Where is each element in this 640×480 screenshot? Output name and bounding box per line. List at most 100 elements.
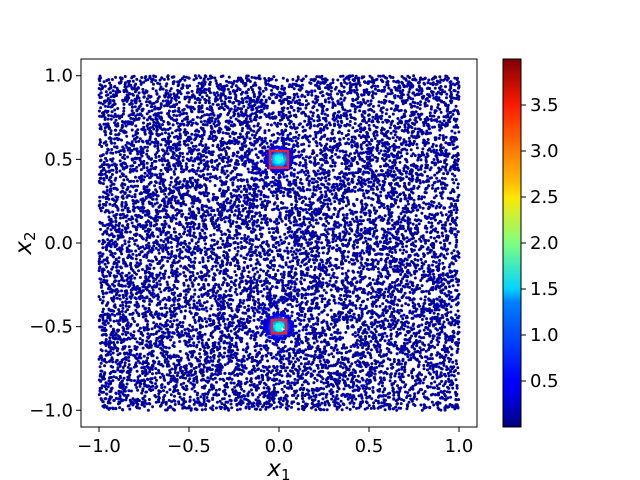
scatter-point [235,252,239,256]
scatter-point [396,277,400,281]
scatter-point [271,208,274,212]
scatter-point [229,285,233,289]
scatter-point [356,338,359,342]
scatter-point [393,264,397,268]
scatter-point [133,320,136,323]
scatter-point [395,330,399,334]
scatter-point [145,255,149,259]
scatter-point [357,313,361,317]
scatter-point [409,273,413,277]
scatter-point [334,257,338,261]
scatter-point [347,232,351,236]
scatter-point [370,397,374,401]
scatter-point [320,297,324,301]
scatter-point [172,170,176,174]
scatter-point [151,125,155,129]
scatter-point [121,306,125,310]
scatter-point [217,342,221,346]
scatter-point [327,343,331,346]
scatter-point [205,320,208,324]
scatter-point [160,313,164,317]
scatter-point [182,266,186,270]
scatter-point [247,390,251,394]
scatter-point [294,203,298,207]
scatter-point [353,155,357,159]
scatter-point [261,378,265,382]
scatter-point [386,207,390,211]
scatter-point [155,356,159,360]
scatter-point [404,333,408,337]
scatter-point [449,395,453,399]
scatter-point [142,159,146,163]
scatter-point [427,221,431,224]
scatter-point [110,173,114,176]
scatter-point [236,348,240,352]
scatter-point [424,326,428,329]
scatter-point [399,220,403,224]
scatter-point [145,152,149,156]
scatter-point [113,141,117,145]
scatter-point [106,301,110,305]
scatter-point [197,308,201,311]
scatter-point [109,114,113,118]
scatter-point [349,113,352,117]
scatter-point [330,268,334,272]
scatter-point [98,277,102,281]
scatter-point [354,98,358,102]
scatter-point [118,221,121,225]
scatter-point [136,359,140,363]
scatter-point [277,382,281,386]
scatter-point [316,366,320,370]
scatter-point [232,137,236,140]
scatter-point [218,175,222,179]
scatter-point [308,221,312,224]
scatter-point [454,398,458,401]
scatter-point [301,199,305,203]
scatter-point [287,265,291,269]
scatter-point [329,333,333,337]
scatter-point [222,200,226,204]
scatter-point [446,112,450,116]
scatter-point [266,265,270,269]
scatter-point [119,304,122,308]
scatter-point [105,265,109,269]
scatter-point [166,152,170,156]
scatter-point [216,261,220,265]
scatter-point [402,169,406,173]
scatter-point [145,339,149,343]
scatter-point [226,164,230,168]
scatter-point [194,144,198,148]
scatter-point [374,265,377,269]
scatter-point [175,318,179,322]
scatter-point [347,167,351,171]
scatter-point [279,402,283,406]
scatter-point [318,274,322,278]
scatter-point [304,348,308,352]
scatter-point [236,408,239,412]
scatter-point [130,221,134,225]
scatter-point [165,280,169,284]
scatter-point [177,100,181,104]
scatter-point [430,145,434,149]
scatter-point [331,128,335,132]
scatter-point [428,364,432,368]
scatter-point [114,332,118,336]
scatter-point [422,364,426,367]
scatter-point [141,315,145,319]
scatter-point [339,97,343,101]
scatter-point [308,197,311,201]
scatter-point [433,236,436,240]
scatter-point [203,231,207,235]
scatter-point [142,95,146,99]
scatter-point [219,246,223,250]
scatter-point [404,140,408,144]
scatter-point [118,169,122,173]
scatter-point [150,109,154,113]
scatter-point [142,121,145,125]
scatter-point [226,87,230,91]
scatter-point [172,259,176,262]
scatter-point [175,154,179,158]
scatter-point [106,321,110,325]
scatter-point [344,238,348,242]
scatter-point [430,357,434,361]
